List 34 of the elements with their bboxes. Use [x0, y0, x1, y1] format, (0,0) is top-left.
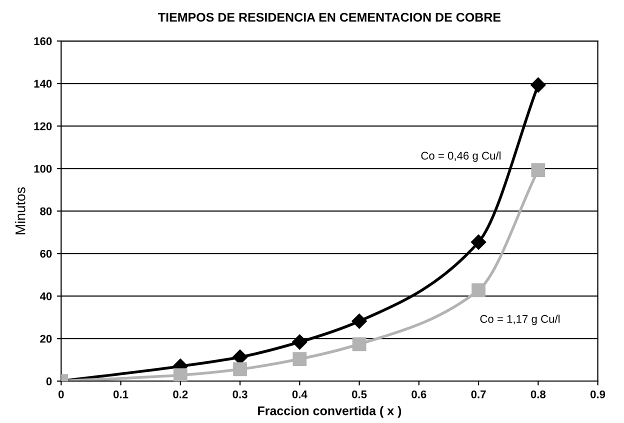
x-tick-label: 0.5 — [352, 390, 367, 398]
chart-title: TIEMPOS DE RESIDENCIA EN CEMENTACION DE COBRE — [158, 12, 501, 22]
point — [173, 368, 188, 382]
point — [233, 362, 247, 376]
x-tick-label: 0 — [58, 390, 64, 398]
point — [531, 163, 546, 177]
x-tick-label: 0.4 — [292, 390, 308, 398]
point — [530, 77, 546, 93]
x-tick-label: 0.6 — [412, 390, 426, 398]
y-tick-label: 40 — [40, 292, 52, 300]
x-tick-label: 0.9 — [590, 390, 606, 398]
x-tick-label: 0.8 — [530, 390, 546, 398]
y-axis-title: Minutos — [15, 187, 26, 234]
y-tick-label: 0 — [46, 377, 52, 386]
y-tick-label: 120 — [34, 122, 52, 130]
x-axis-title: Fraccion convertida ( x ) — [258, 406, 402, 418]
point — [352, 314, 367, 329]
y-tick-label: 160 — [34, 37, 52, 46]
x-tick-label: 0.1 — [113, 390, 128, 398]
point — [292, 334, 308, 350]
y-tick-label: 20 — [40, 334, 52, 343]
y-tick-label: 60 — [40, 250, 52, 258]
series-label: Co = 1,17 g Cu/l — [480, 314, 560, 326]
series-label: Co = 0,46 g Cu/l — [421, 151, 501, 162]
x-tick-label: 0.7 — [471, 390, 486, 398]
point — [470, 234, 486, 250]
y-tick-label: 100 — [34, 164, 52, 173]
y-tick-label: 80 — [40, 207, 52, 216]
point — [292, 352, 307, 366]
point — [472, 283, 486, 298]
y-tick-label: 140 — [34, 80, 52, 88]
point — [352, 337, 366, 352]
x-tick-label: 0.3 — [232, 390, 248, 398]
x-tick-label: 0.2 — [173, 390, 188, 398]
